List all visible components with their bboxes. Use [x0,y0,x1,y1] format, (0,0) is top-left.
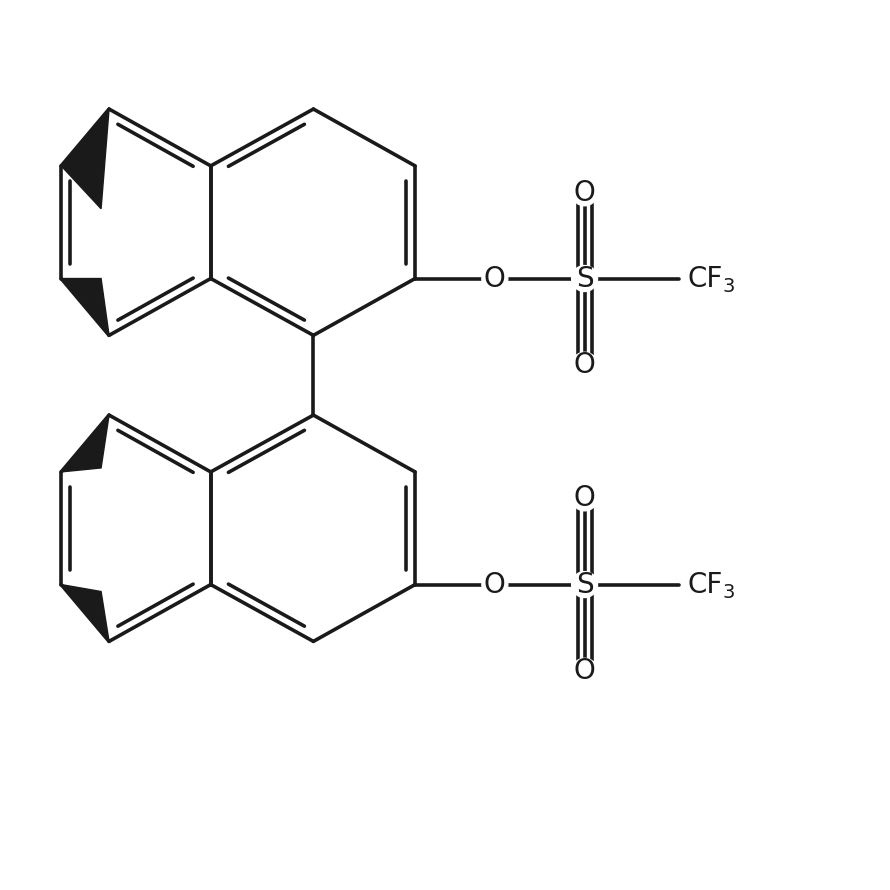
Text: O: O [484,264,506,293]
Circle shape [692,263,724,295]
Text: O: O [484,570,506,599]
Text: O: O [574,179,595,206]
Polygon shape [61,415,109,472]
Text: 3: 3 [722,277,734,296]
Circle shape [571,265,597,292]
Circle shape [692,569,724,601]
Polygon shape [61,109,109,209]
Text: O: O [574,352,595,379]
Polygon shape [61,585,109,642]
Text: O: O [574,658,595,685]
Polygon shape [61,279,109,336]
Text: 3: 3 [722,583,734,602]
Circle shape [481,571,508,597]
Circle shape [571,571,597,597]
Circle shape [571,180,597,206]
Circle shape [481,265,508,292]
Text: O: O [574,484,595,512]
Circle shape [571,352,597,378]
Text: S: S [576,570,594,599]
Text: S: S [576,264,594,293]
Text: CF: CF [687,264,723,293]
Circle shape [571,659,597,684]
Text: CF: CF [687,570,723,599]
Circle shape [571,485,597,511]
